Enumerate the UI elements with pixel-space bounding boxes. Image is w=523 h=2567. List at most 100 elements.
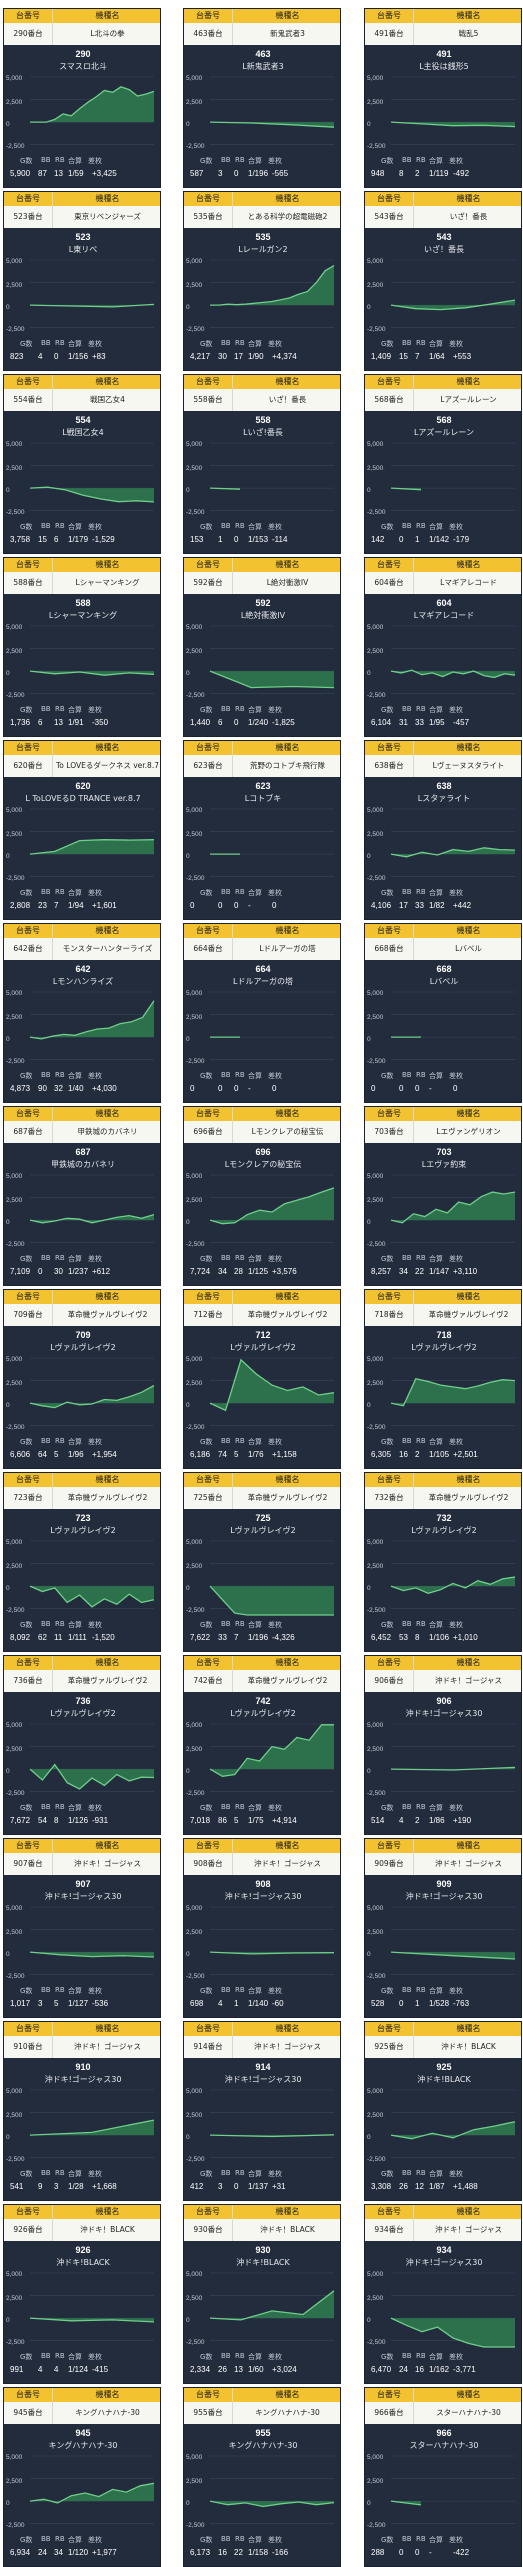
stat-value: 34 — [399, 1267, 408, 1276]
stat-header: 差枚 — [449, 2535, 463, 2545]
stat-header: RB — [55, 705, 65, 713]
stat-header: RB — [55, 339, 65, 347]
name-header-label: 機種名 — [233, 9, 341, 23]
stat-value: 0 — [190, 1084, 194, 1093]
machine-number-label: 687番台 — [4, 1122, 52, 1142]
name-header-label: 機種名 — [414, 1656, 522, 1670]
number-header-label: 台番号 — [4, 741, 52, 755]
stat-value: 1/94 — [68, 901, 84, 910]
chart-machine-title: 沖ドキ!ゴージャス30 — [365, 1708, 522, 1719]
area-fill — [210, 1586, 334, 1615]
stat-value: 1/60 — [248, 2365, 264, 2374]
stat-header: 合算 — [68, 705, 82, 715]
machine-name: L絶対衝激IV — [233, 573, 341, 593]
chart-machine-number: 925 — [365, 2062, 522, 2072]
stat-header: 差枚 — [449, 1986, 463, 1996]
stat-header: G数 — [381, 522, 393, 532]
stat-header: 差枚 — [449, 156, 463, 166]
history-chart — [8, 622, 158, 702]
number-header-label: 台番号 — [184, 558, 232, 572]
name-header-label: 機種名 — [53, 1473, 161, 1487]
chart-machine-number: 723 — [4, 1513, 161, 1523]
area-fill — [30, 87, 154, 122]
name-header-label: 機種名 — [233, 2388, 341, 2402]
stat-header: RB — [235, 2535, 245, 2543]
stat-value: 1/528 — [429, 1999, 449, 2008]
stat-value: 22 — [234, 2548, 243, 2557]
stat-value: +3,576 — [272, 1267, 297, 1276]
machine-name: 革命機ヴァルヴレイヴ2 — [233, 1305, 341, 1325]
number-header-label: 台番号 — [184, 192, 232, 206]
stat-header: G数 — [200, 339, 212, 349]
stat-header: 合算 — [68, 156, 82, 166]
chart-machine-number: 491 — [365, 49, 522, 59]
name-header-label: 機種名 — [233, 1473, 341, 1487]
name-header-label: 機種名 — [414, 2022, 522, 2036]
stat-value: 1/158 — [248, 2548, 268, 2557]
number-header-label: 台番号 — [4, 1656, 52, 1670]
history-chart — [188, 622, 338, 702]
chart-machine-title: 沖ドキ!BLACK — [365, 2074, 522, 2085]
stat-header: BB — [41, 156, 51, 164]
stat-value: 1/111 — [68, 1633, 87, 1642]
stat-header: RB — [416, 339, 426, 347]
history-chart — [369, 2086, 519, 2166]
stat-header: 合算 — [248, 1620, 262, 1630]
chart-machine-number: 914 — [184, 2062, 341, 2072]
machine-number-label: 732番台 — [365, 1488, 413, 1508]
stat-value: 5 — [234, 1450, 238, 1459]
stat-value: -350 — [92, 718, 108, 727]
stat-header: G数 — [20, 522, 32, 532]
name-header-label: 機種名 — [233, 924, 341, 938]
stat-header: G数 — [200, 2352, 212, 2362]
machine-name: 荒野のコトブキ飛行隊 — [233, 756, 341, 776]
